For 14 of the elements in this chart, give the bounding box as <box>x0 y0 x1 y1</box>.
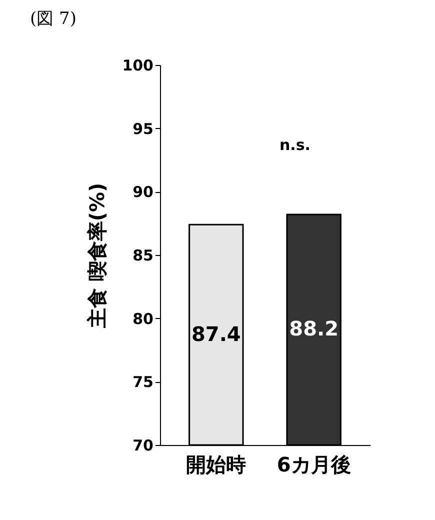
y-tick-label: 70 <box>132 436 154 454</box>
y-axis-title: 主食 喫食率(%) <box>85 182 110 330</box>
y-tick-label: 95 <box>132 120 154 138</box>
data-label: 88.2 <box>289 316 339 341</box>
y-tick-label: 80 <box>132 310 154 328</box>
y-tick-label: 90 <box>132 183 154 202</box>
y-tick-label: 100 <box>122 56 154 74</box>
x-tick-label: 開始時 <box>186 452 246 476</box>
y-tick-label: 85 <box>132 246 154 264</box>
x-tick-label: 6カ月後 <box>276 452 351 476</box>
annotation: n.s. <box>279 136 311 154</box>
data-label: 87.4 <box>191 322 241 346</box>
chart-title: (図 7) <box>30 9 76 29</box>
y-tick-label: 75 <box>132 373 154 392</box>
